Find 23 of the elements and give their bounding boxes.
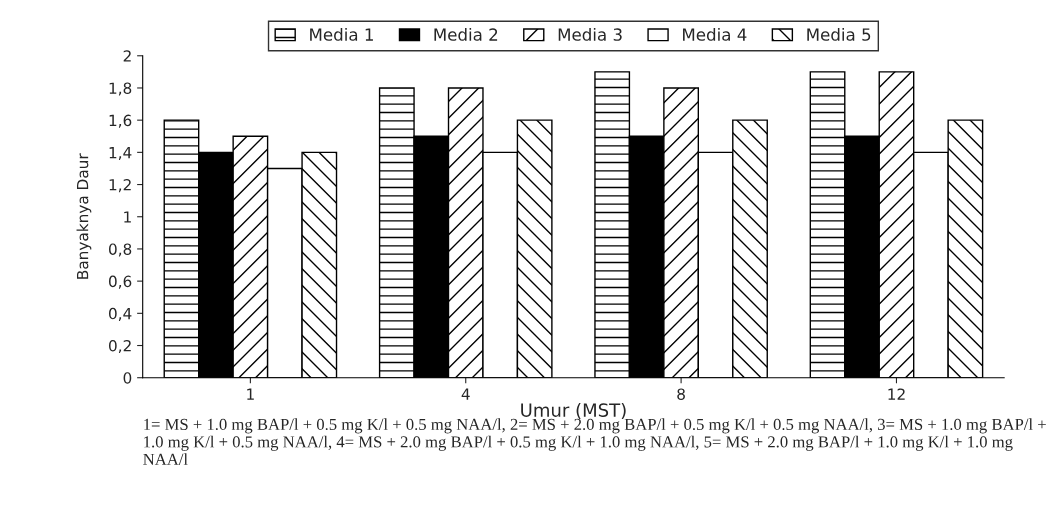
- legend-label: Media 4: [683, 27, 747, 41]
- y-tick-label: 0,6: [108, 275, 132, 289]
- x-tick-label: 4: [461, 388, 470, 400]
- y-tick-label: 1,6: [109, 114, 132, 128]
- y-tick-label: 0: [123, 372, 132, 384]
- x-tick-label: 12: [888, 388, 905, 400]
- y-tick-label: 1,2: [109, 179, 131, 193]
- y-tick-label: 1,8: [109, 82, 132, 96]
- y-tick-label: 0,2: [108, 339, 131, 354]
- legend-label: Media 1: [310, 27, 373, 41]
- legend-label: Media 3: [558, 27, 622, 41]
- y-tick-label: 0,4: [108, 307, 132, 321]
- x-tick-label: 1: [247, 388, 254, 400]
- legend-label: Media 2: [434, 27, 498, 41]
- x-tick-label: 8: [677, 388, 685, 400]
- y-tick-label: 1,4: [109, 147, 132, 160]
- legend-label: Media 5: [807, 27, 871, 41]
- text: 1= MS + 1.0 mg BAP/l + 0.5 mg K/l + 0.5 mg NAA/l, 2= MS + 2.0 mg BAP/l + 0.5 mg K/l + 0.5 mg NAA/l, 3= MS + 1.0 mg BAP/l + 1.0 mg K/l + 0.5 mg NAA/l, 4= MS + 2.0 mg BAP/l + 0.5 mg K/l + 1.0 mg NAA/l, 5= MS + 2.0 mg BAP/l + 1.0 mg K/l + 1.0 mg NAA/l: [143, 418, 1046, 465]
- y-axis-title: Banyaknya Daur: [76, 153, 92, 279]
- y-tick-label: 1: [124, 211, 131, 223]
- y-tick-label: 0,8: [108, 243, 132, 257]
- y-tick-label: 2: [123, 50, 131, 62]
- x-axis-title: Umur (MST): [521, 402, 626, 420]
